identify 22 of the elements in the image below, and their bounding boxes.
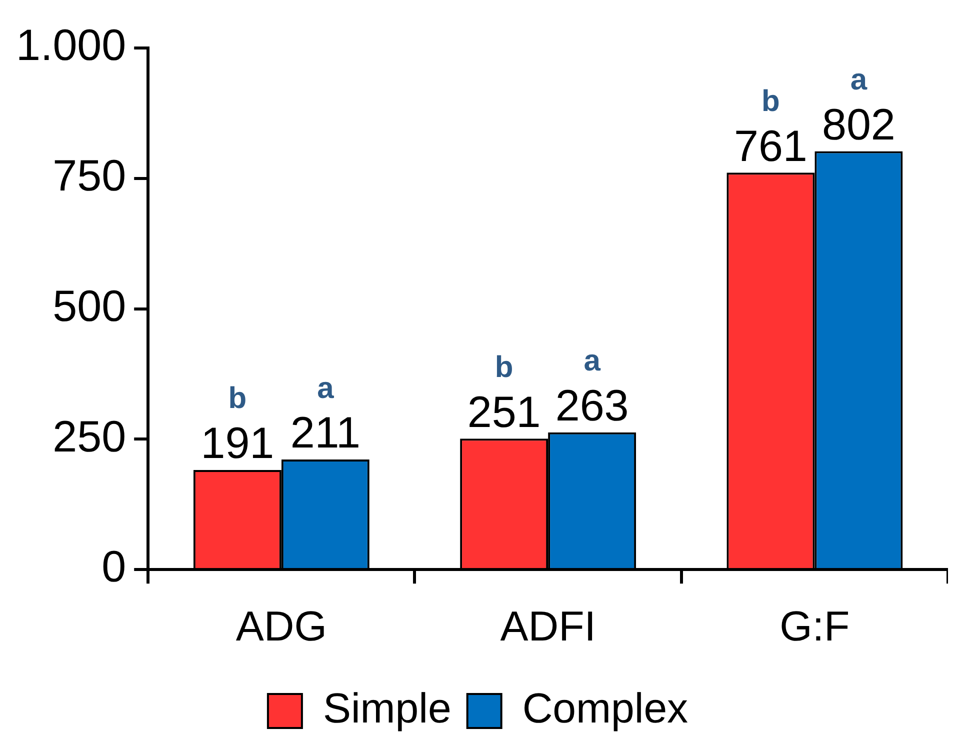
data-label: 211 bbox=[290, 408, 360, 458]
x-tick-label: G:F bbox=[780, 602, 850, 650]
y-tick-label: 0 bbox=[102, 542, 126, 592]
data-label: 761 bbox=[734, 122, 808, 171]
legend-label: Simple bbox=[322, 684, 452, 732]
annotation: a bbox=[584, 344, 601, 378]
data-label: 251 bbox=[467, 388, 541, 437]
y-tick-label: 250 bbox=[52, 412, 126, 462]
data-label: 263 bbox=[555, 382, 629, 431]
annotation: a bbox=[317, 372, 334, 405]
data-label: 191 bbox=[200, 419, 274, 468]
legend-label: Complex bbox=[522, 684, 688, 732]
annotation: b bbox=[228, 382, 247, 416]
y-tick-label: 1.000 bbox=[16, 21, 126, 70]
x-tick-label: ADFI bbox=[500, 602, 596, 650]
data-label: 802 bbox=[822, 100, 896, 150]
annotation: a bbox=[850, 64, 868, 97]
y-tick-label: 500 bbox=[52, 282, 126, 331]
y-tick-label: 750 bbox=[52, 152, 126, 201]
x-tick-label: ADG bbox=[236, 602, 327, 650]
annotation: b bbox=[494, 350, 514, 384]
annotation: b bbox=[762, 84, 780, 118]
